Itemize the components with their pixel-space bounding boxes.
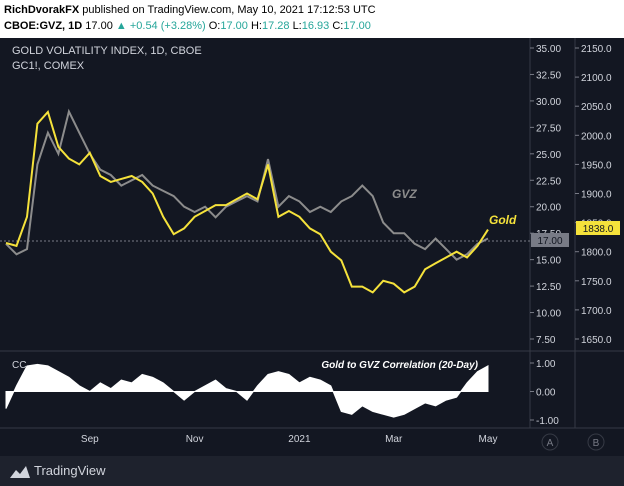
publish-line: RichDvorakFX published on TradingView.co…	[4, 4, 376, 16]
ohlc-high-label: H:	[250, 20, 262, 32]
cc-series-area	[5, 363, 489, 418]
cc-pane-title: Gold to GVZ Correlation (20-Day)	[321, 360, 478, 371]
time-axis-tick-label: May	[479, 434, 498, 445]
author-name[interactable]: RichDvorakFX	[4, 4, 80, 16]
gvz-axis-tick-label: 20.00	[536, 203, 561, 214]
gold-axis-tick-label: 2050.0	[581, 102, 612, 113]
time-axis[interactable]: Sep Nov 2021 Mar May	[81, 434, 498, 445]
tradingview-logo-icon	[10, 465, 30, 478]
footer-brand: TradingView	[34, 463, 106, 478]
gvz-axis[interactable]: 35.0032.5030.0027.5025.0022.5020.0017.50…	[530, 44, 561, 346]
up-arrow-icon: ▲	[115, 20, 127, 32]
scale-b-label: B	[593, 438, 600, 449]
gvz-axis-tick-label: 32.50	[536, 70, 561, 81]
gvz-axis-tick-label: 22.50	[536, 176, 561, 187]
gvz-axis-tick-label: 7.50	[536, 335, 556, 346]
time-axis-tick-label: Sep	[81, 434, 99, 445]
gvz-series-line	[5, 108, 489, 261]
gvz-series-label: GVZ	[392, 187, 417, 201]
gold-axis-tick-label: 1950.0	[581, 160, 612, 171]
tradingview-logo[interactable]: TradingView	[10, 463, 106, 478]
ohlc-close-value: 17.00	[343, 20, 371, 32]
gvz-axis-tick-label: 35.00	[536, 44, 561, 55]
publish-header: RichDvorakFX published on TradingView.co…	[0, 0, 624, 38]
gvz-axis-tick-label: 27.50	[536, 123, 561, 134]
cc-axis-tick-label: 1.00	[536, 359, 556, 370]
last-price: 17.00	[85, 20, 113, 32]
gvz-last-value-tag	[531, 233, 569, 247]
gold-axis-tick-label: 1700.0	[581, 306, 612, 317]
gold-axis-tick-label: 1800.0	[581, 248, 612, 259]
ohlc-high-value: 17.28	[261, 20, 290, 32]
gvz-last-value-text: 17.00	[537, 236, 562, 247]
chart-subtitle: GC1!, COMEX	[12, 60, 85, 72]
cc-pane-label: CC	[12, 360, 26, 371]
price-change: +0.54 (+3.28%)	[129, 20, 206, 32]
gvz-axis-tick-label: 10.00	[536, 309, 561, 320]
ohlc-open-value: 17.00	[220, 20, 248, 32]
ohlc-low-label: L:	[292, 20, 302, 32]
chart-canvas[interactable]: 35.0032.5030.0027.5025.0022.5020.0017.50…	[0, 38, 624, 456]
gold-axis-tick-label: 1650.0	[581, 335, 612, 346]
gold-last-value-tag	[576, 221, 620, 235]
time-axis-tick-label: Mar	[385, 434, 403, 445]
time-axis-tick-label: 2021	[288, 434, 311, 445]
gold-series-label: Gold	[489, 213, 517, 227]
gold-axis-tick-label: 2000.0	[581, 131, 612, 142]
symbol-line: CBOE:GVZ, 1D 17.00 ▲ +0.54 (+3.28%) O:17…	[4, 20, 371, 32]
gvz-axis-tick-label: 15.00	[536, 256, 561, 267]
scale-a-button[interactable]	[541, 433, 559, 451]
gvz-axis-tick-label: 30.00	[536, 97, 561, 108]
scale-b-button[interactable]	[587, 433, 605, 451]
gold-axis-tick-label: 2100.0	[581, 73, 612, 84]
gold-series-line	[5, 110, 489, 294]
gold-axis-tick-label: 2150.0	[581, 44, 612, 55]
ohlc-low-value: 16.93	[301, 20, 330, 32]
chart-title: GOLD VOLATILITY INDEX, 1D, CBOE	[12, 45, 202, 57]
gold-axis-tick-label: 1750.0	[581, 277, 612, 288]
published-text: published on TradingView.com, May 10, 20…	[82, 4, 376, 16]
cc-axis[interactable]: 1.00 0.00 -1.00	[530, 359, 559, 427]
ohlc-open-label: O:	[208, 20, 221, 32]
gvz-axis-tick-label: 25.00	[536, 150, 561, 161]
symbol-label[interactable]: CBOE:GVZ, 1D	[4, 20, 83, 32]
time-axis-tick-label: Nov	[186, 434, 204, 445]
gold-last-value-text: 1838.0	[583, 224, 614, 235]
cc-axis-tick-label: -1.00	[536, 416, 559, 427]
gold-axis-tick-label: 1900.0	[581, 190, 612, 201]
gvz-axis-tick-label: 12.50	[536, 282, 561, 293]
cc-axis-tick-label: 0.00	[536, 388, 556, 399]
footer-bar: TradingView	[0, 456, 624, 486]
scale-a-label: A	[547, 438, 554, 449]
ohlc-close-label: C:	[332, 20, 344, 32]
